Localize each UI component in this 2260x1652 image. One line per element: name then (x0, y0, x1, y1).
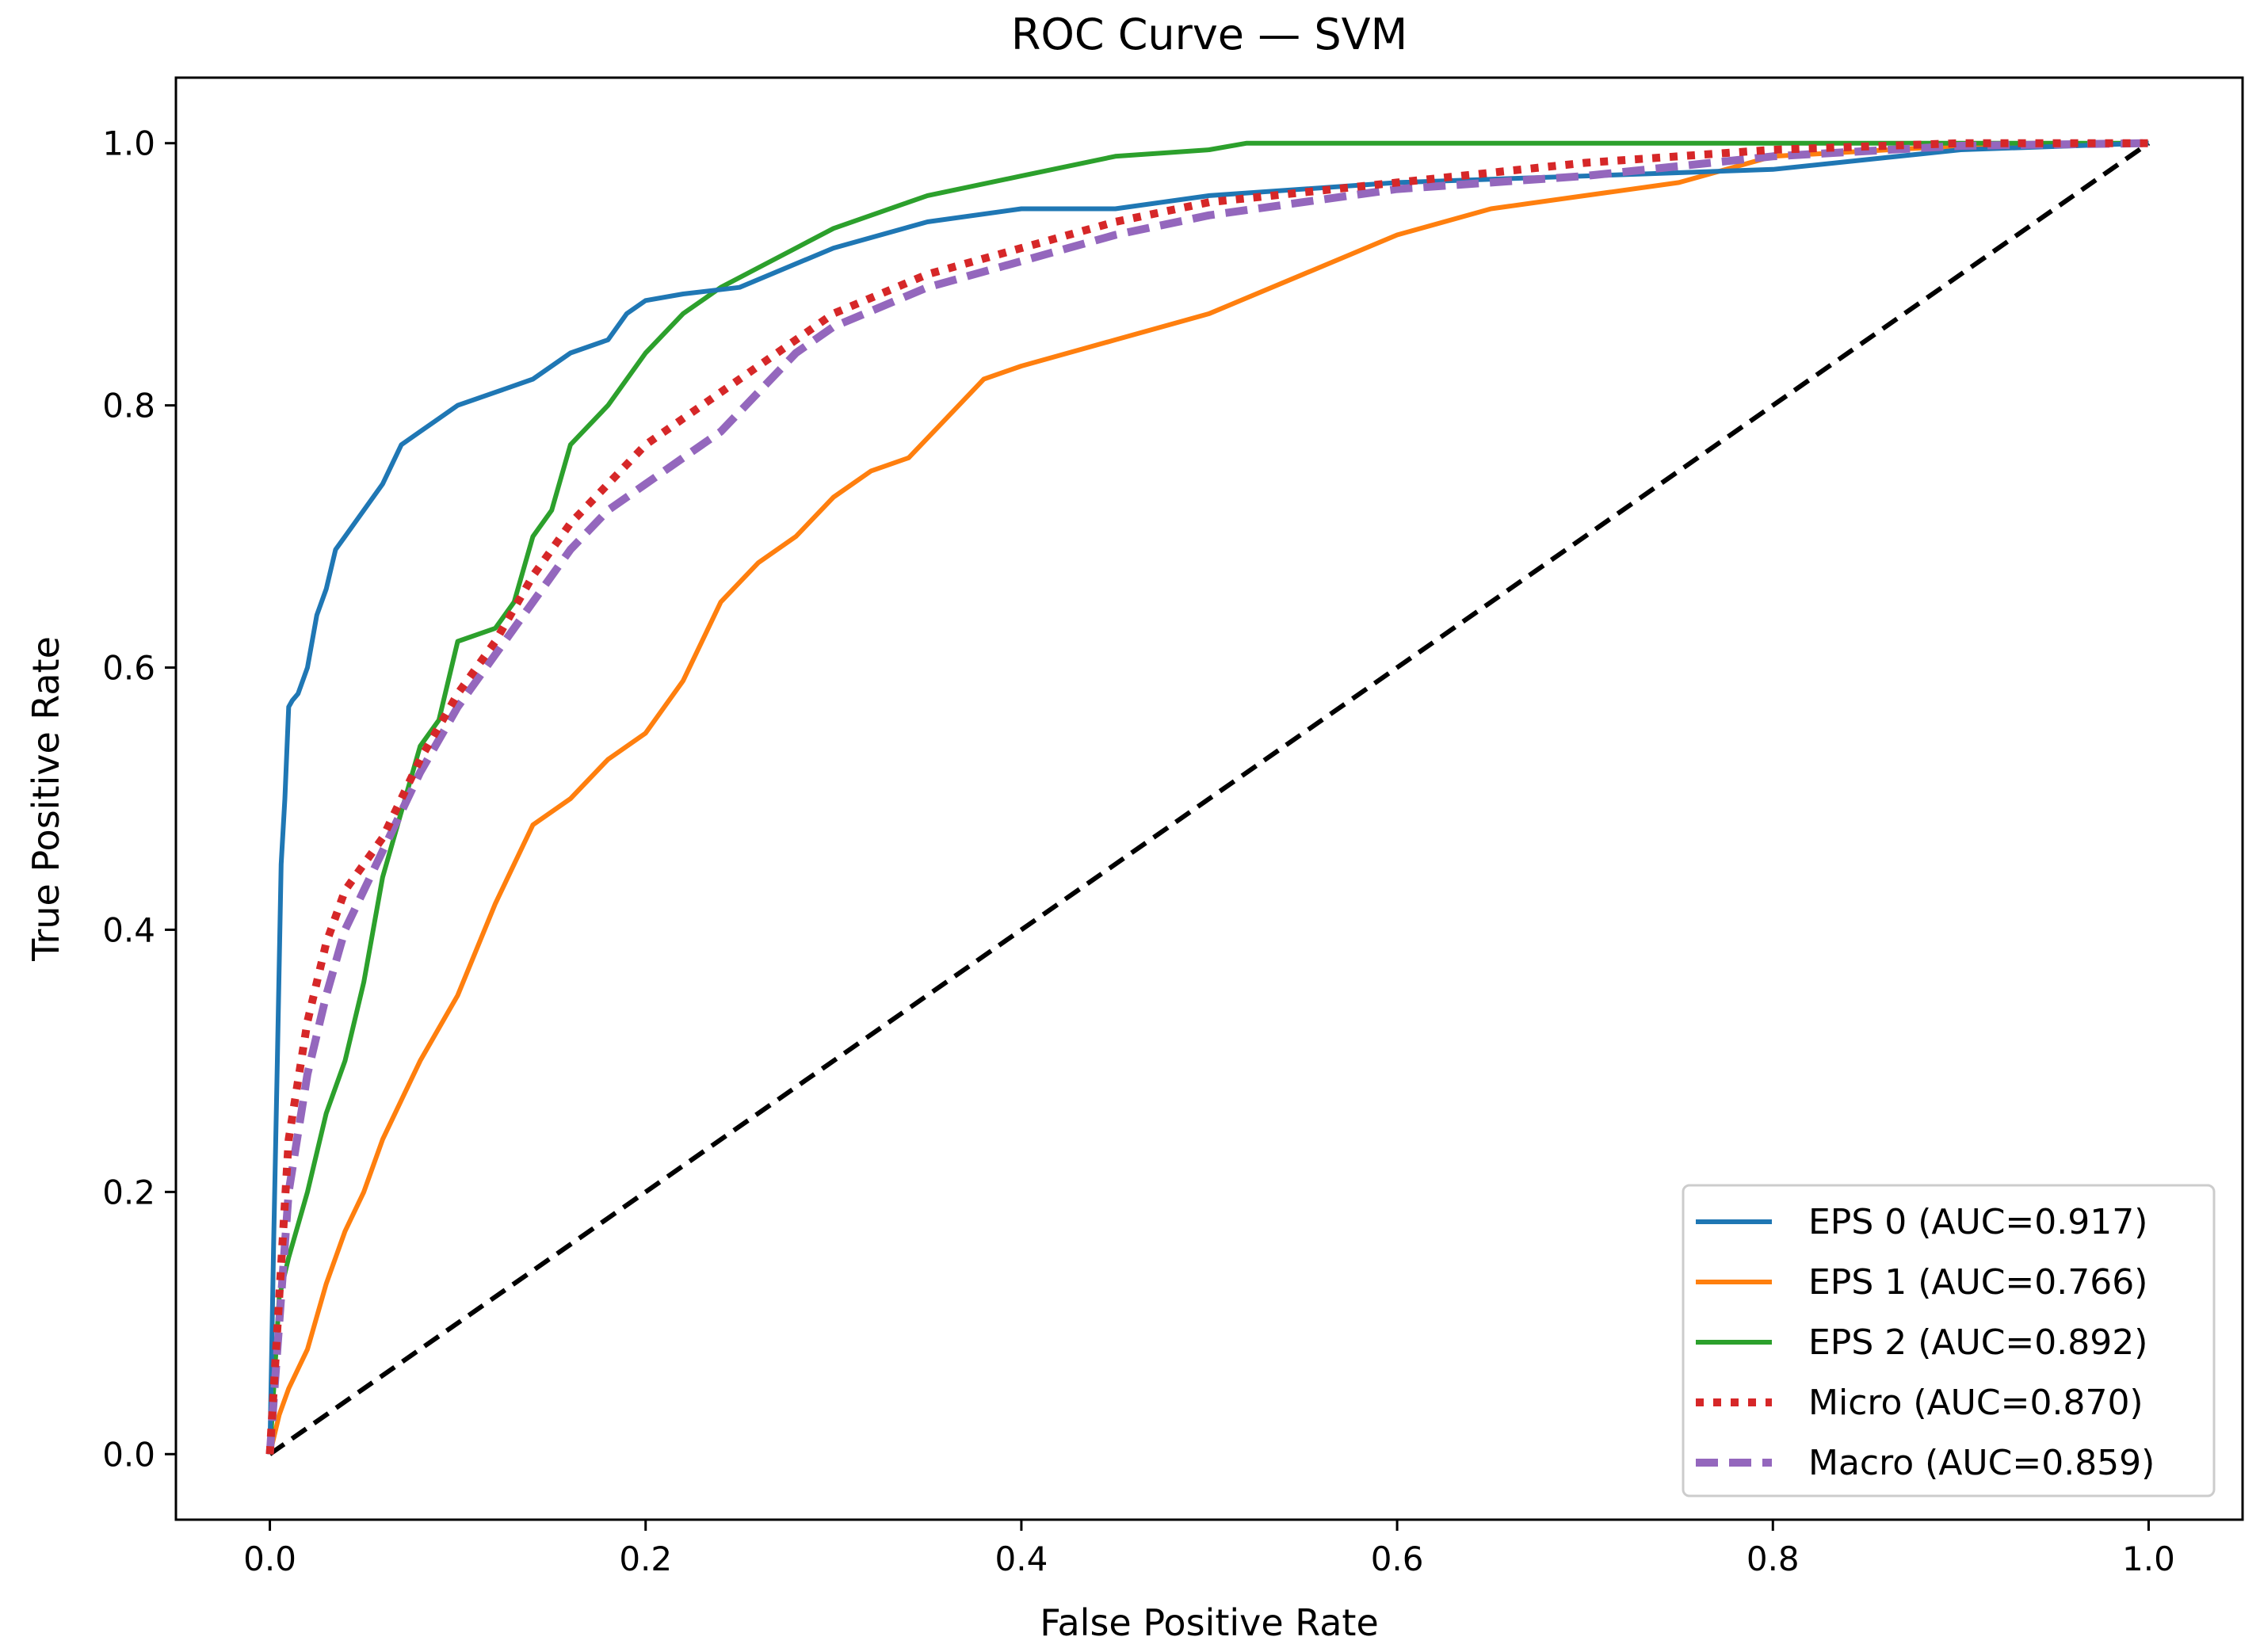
y-tick-label: 1.0 (102, 124, 155, 163)
legend-label: EPS 2 (AUC=0.892) (1808, 1322, 2147, 1363)
series-line-eps-1 (267, 140, 2149, 1455)
x-tick-label: 0.8 (1747, 1539, 1800, 1578)
x-tick-label: 0.4 (995, 1539, 1048, 1578)
plot-area (174, 76, 2244, 1521)
legend: EPS 0 (AUC=0.917) EPS 1 (AUC=0.766) EPS 2 … (1682, 1184, 2216, 1497)
series-line-micro (265, 139, 2149, 1455)
y-tick-label: 0.6 (102, 649, 155, 688)
y-tick-label: 0.2 (102, 1173, 155, 1211)
legend-frame (1682, 1184, 2216, 1497)
series-layer (265, 139, 2151, 1456)
x-tick-label: 0.0 (243, 1539, 296, 1578)
series-line-macro (265, 139, 2149, 1455)
x-tick-label: 0.2 (619, 1539, 672, 1578)
axes-frame (174, 76, 2244, 1521)
series-line-eps-2 (267, 140, 2149, 1455)
legend-label: EPS 0 (AUC=0.917) (1808, 1202, 2147, 1242)
y-tick-label: 0.4 (102, 910, 155, 949)
chance-diagonal-line (268, 141, 2151, 1456)
x-tick-label: 1.0 (2122, 1539, 2175, 1578)
legend-label: Micro (AUC=0.870) (1808, 1383, 2144, 1423)
series-line-eps-0 (267, 140, 2149, 1455)
legend-items: EPS 0 (AUC=0.917) EPS 1 (AUC=0.766) EPS 2 … (1696, 1202, 2155, 1483)
x-axis-ticks: 0.0 0.2 0.4 0.6 0.8 1.0 (243, 1520, 2175, 1578)
x-axis-label: False Positive Rate (1040, 1601, 1379, 1644)
y-axis-ticks: 0.0 0.2 0.4 0.6 0.8 1.0 (102, 124, 176, 1474)
x-tick-label: 0.6 (1371, 1539, 1424, 1578)
y-tick-label: 0.0 (102, 1435, 155, 1474)
legend-label: EPS 1 (AUC=0.766) (1808, 1262, 2147, 1303)
chart-title: ROC Curve — SVM (1011, 10, 1407, 59)
y-tick-label: 0.8 (102, 387, 155, 425)
legend-label: Macro (AUC=0.859) (1808, 1443, 2155, 1483)
y-axis-label: True Positive Rate (25, 636, 67, 962)
